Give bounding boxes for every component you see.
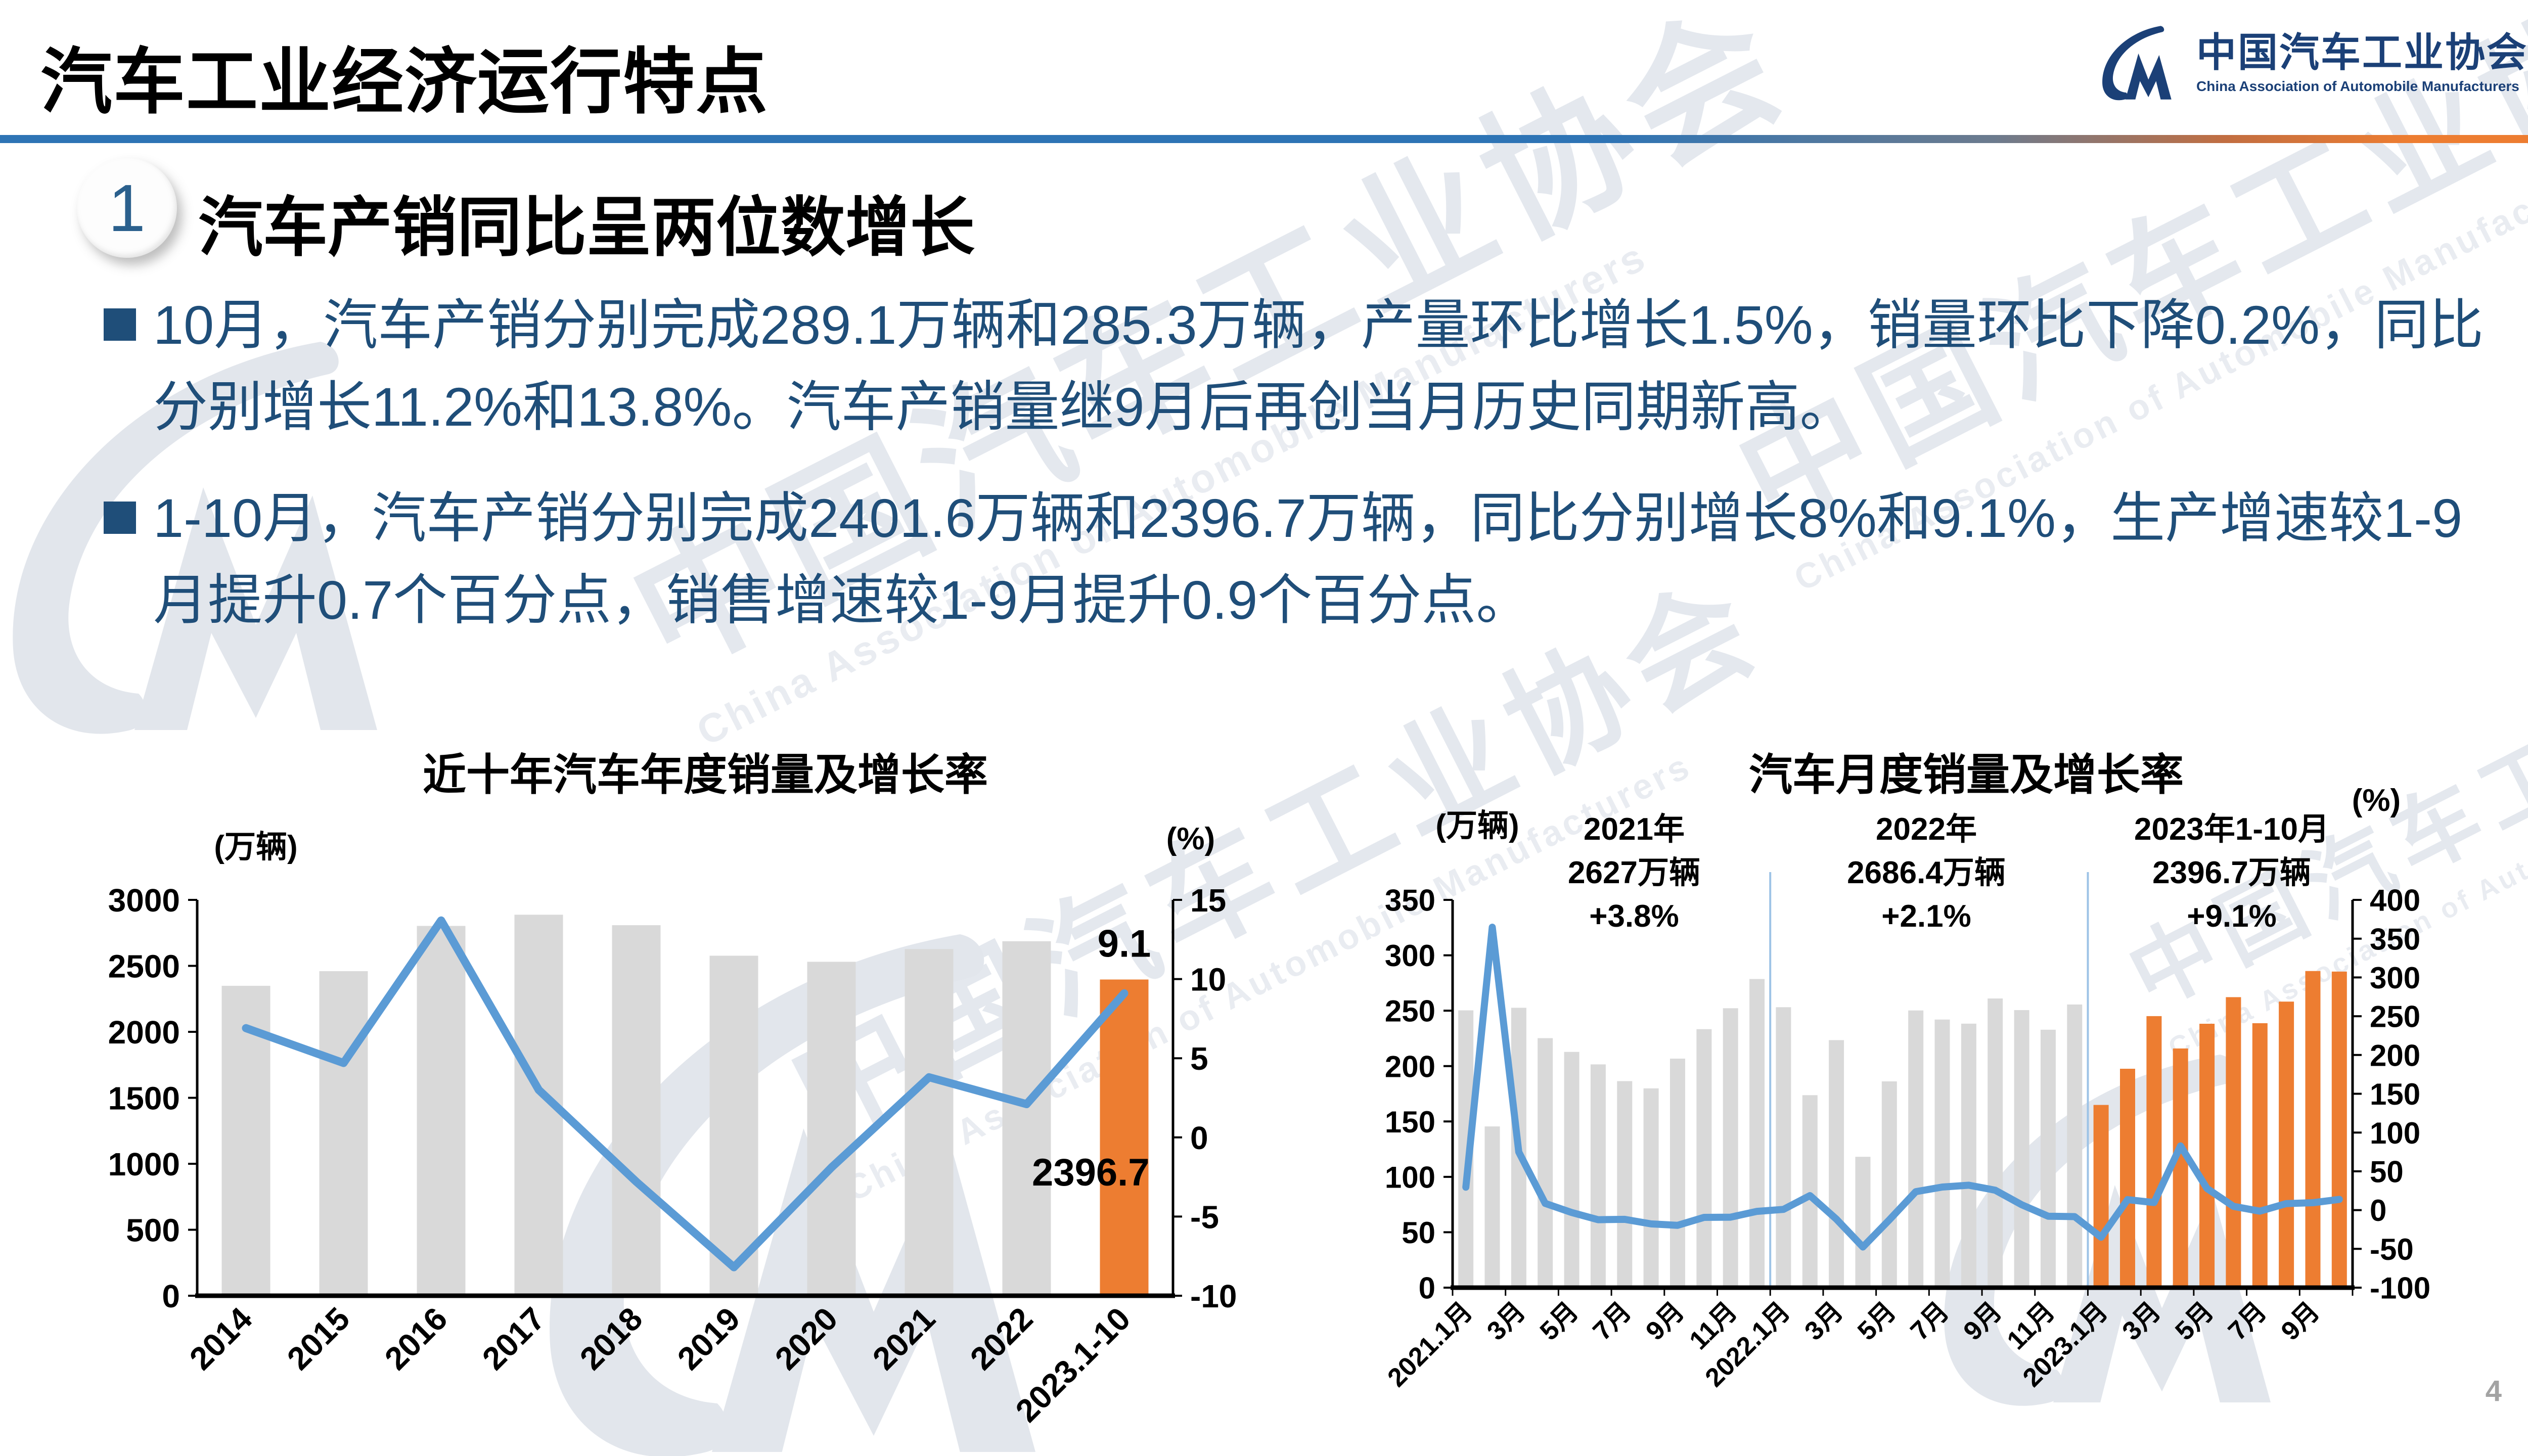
page-number: 4 <box>2485 1375 2502 1407</box>
annual-chart-title: 近十年汽车年度销量及增长率 <box>423 751 988 799</box>
svg-text:2500: 2500 <box>108 948 180 985</box>
svg-text:300: 300 <box>2370 961 2420 995</box>
svg-text:-5: -5 <box>1190 1199 1219 1235</box>
bullet-item: 1-10月，汽车产销分别完成2401.6万辆和2396.7万辆，同比分别增长8%… <box>104 477 2500 641</box>
bullet-list: 10月，汽车产销分别完成289.1万辆和285.3万辆，产量环比增长1.5%，销… <box>104 284 2500 670</box>
svg-text:5: 5 <box>1190 1040 1208 1077</box>
svg-text:5月: 5月 <box>1534 1296 1584 1346</box>
section-number-badge: 1 <box>77 158 177 258</box>
svg-text:15: 15 <box>1190 882 1226 919</box>
svg-text:0: 0 <box>2370 1194 2386 1227</box>
svg-text:2016: 2016 <box>378 1300 455 1377</box>
svg-text:500: 500 <box>126 1212 180 1249</box>
annotation-line: +3.8% <box>1589 899 1679 934</box>
svg-text:200: 200 <box>1385 1050 1435 1083</box>
caam-logo: 中国汽车工业协会 China Association of Automobile… <box>2093 19 2528 106</box>
annotation-line: 2023年1-10月 <box>2134 812 2330 847</box>
bullet-line: 月提升0.7个百分点，销售增速较1-9月提升0.9个百分点。 <box>153 569 1531 630</box>
annotation-line: 2686.4万辆 <box>1847 855 2006 890</box>
section-heading: 汽车产销同比呈两位数增长 <box>198 192 975 264</box>
bullet-square-icon <box>104 308 136 341</box>
svg-text:-100: -100 <box>2370 1271 2430 1305</box>
svg-text:5月: 5月 <box>2170 1296 2219 1346</box>
annotation-line: 2022年 <box>1876 812 1977 847</box>
svg-text:-50: -50 <box>2370 1233 2414 1266</box>
svg-text:2021.1月: 2021.1月 <box>1382 1296 1478 1392</box>
svg-text:1500: 1500 <box>108 1080 180 1117</box>
annotation-2023: 2023年1-10月 2396.7万辆 +9.1% <box>2004 808 2459 938</box>
svg-text:2018: 2018 <box>573 1300 650 1377</box>
svg-text:7月: 7月 <box>1588 1296 1637 1346</box>
svg-text:0: 0 <box>162 1278 180 1314</box>
svg-text:0: 0 <box>1190 1120 1208 1156</box>
svg-text:350: 350 <box>1385 884 1435 918</box>
svg-text:2020: 2020 <box>768 1300 845 1377</box>
svg-text:3月: 3月 <box>1799 1296 1848 1346</box>
bullet-text: 10月，汽车产销分别完成289.1万辆和285.3万辆，产量环比增长1.5%，销… <box>153 284 2484 448</box>
annotation-line: 2627万辆 <box>1568 855 1700 890</box>
monthly-sales-chart: 0 50 100 150 200 250 300 350 -100 -50 0 50 100 150 200… <box>1382 872 2430 1393</box>
annotation-line: 2021年 <box>1584 812 1685 847</box>
svg-text:50: 50 <box>2370 1155 2404 1189</box>
monthly-chart-title: 汽车月度销量及增长率 <box>1749 751 2184 799</box>
annual-left-axis-unit: (万辆) <box>214 830 298 864</box>
bullet-line: 10月，汽车产销分别完成289.1万辆和285.3万辆，产量环比增长1.5%，销… <box>153 294 2484 355</box>
annual-right-axis-unit: (%) <box>1166 822 1215 856</box>
svg-text:2017: 2017 <box>475 1300 552 1377</box>
bullet-line: 分别增长11.2%和13.8%。汽车产销量继9月后再创当月历史同期新高。 <box>153 376 1855 437</box>
svg-text:2015: 2015 <box>280 1300 357 1377</box>
svg-text:10: 10 <box>1190 962 1226 998</box>
svg-text:5月: 5月 <box>1852 1296 1902 1346</box>
svg-text:-10: -10 <box>1190 1278 1237 1314</box>
annotation-line: 2396.7万辆 <box>2152 855 2311 890</box>
bullet-square-icon <box>104 502 136 534</box>
bullet-text: 1-10月，汽车产销分别完成2401.6万辆和2396.7万辆，同比分别增长8%… <box>153 477 2462 641</box>
caam-logo-name-zh: 中国汽车工业协会 <box>2196 29 2528 75</box>
svg-text:150: 150 <box>1385 1105 1435 1139</box>
bullet-item: 10月，汽车产销分别完成289.1万辆和285.3万辆，产量环比增长1.5%，销… <box>104 284 2500 448</box>
svg-text:2396.7: 2396.7 <box>1032 1151 1149 1194</box>
caam-logo-text: 中国汽车工业协会 China Association of Automobile… <box>2196 29 2528 95</box>
svg-text:250: 250 <box>1385 994 1435 1028</box>
svg-text:200: 200 <box>2370 1038 2420 1072</box>
annotation-2022: 2022年 2686.4万辆 +2.1% <box>1699 808 2154 938</box>
svg-text:3月: 3月 <box>1481 1296 1531 1346</box>
bullet-line: 1-10月，汽车产销分别完成2401.6万辆和2396.7万辆，同比分别增长8%… <box>153 487 2463 549</box>
caam-logo-name-en: China Association of Automobile Manufact… <box>2196 78 2519 95</box>
svg-text:7月: 7月 <box>2223 1296 2272 1346</box>
svg-text:2019: 2019 <box>670 1300 747 1377</box>
svg-text:9月: 9月 <box>2276 1296 2325 1346</box>
svg-text:2000: 2000 <box>108 1014 180 1051</box>
monthly-left-axis-unit: (万辆) <box>1435 808 1519 843</box>
svg-text:9月: 9月 <box>1640 1296 1690 1346</box>
svg-text:3000: 3000 <box>108 882 180 919</box>
page-title: 汽车工业经济运行特点 <box>40 42 769 122</box>
svg-text:150: 150 <box>2370 1077 2420 1111</box>
svg-text:250: 250 <box>2370 1000 2420 1034</box>
svg-text:350: 350 <box>2370 922 2420 956</box>
svg-text:0: 0 <box>1419 1271 1435 1305</box>
svg-text:3月: 3月 <box>2117 1296 2166 1346</box>
header-divider <box>0 135 2528 143</box>
svg-text:300: 300 <box>1385 939 1435 973</box>
svg-text:9.1: 9.1 <box>1098 922 1151 965</box>
caam-logo-icon <box>2102 26 2172 101</box>
svg-text:100: 100 <box>1385 1160 1435 1194</box>
annual-sales-chart: 0 500 1000 1500 2000 2500 3000 -10 -5 0 5 10 15 2014 2… <box>108 882 1237 1429</box>
svg-text:100: 100 <box>2370 1116 2420 1150</box>
svg-text:2022: 2022 <box>963 1300 1040 1377</box>
svg-text:2014: 2014 <box>183 1300 259 1377</box>
svg-text:1000: 1000 <box>108 1146 180 1182</box>
annotation-2021: 2021年 2627万辆 +3.8% <box>1407 808 1862 938</box>
svg-text:2021: 2021 <box>866 1300 942 1377</box>
svg-text:7月: 7月 <box>1905 1296 1955 1346</box>
svg-text:50: 50 <box>1402 1216 1435 1250</box>
section-number: 1 <box>108 170 146 245</box>
annotation-line: +2.1% <box>1881 899 1971 934</box>
annotation-line: +9.1% <box>2187 899 2277 934</box>
svg-text:400: 400 <box>2370 884 2420 918</box>
svg-text:9月: 9月 <box>1958 1296 2007 1346</box>
monthly-right-axis-unit: (%) <box>2352 783 2401 818</box>
